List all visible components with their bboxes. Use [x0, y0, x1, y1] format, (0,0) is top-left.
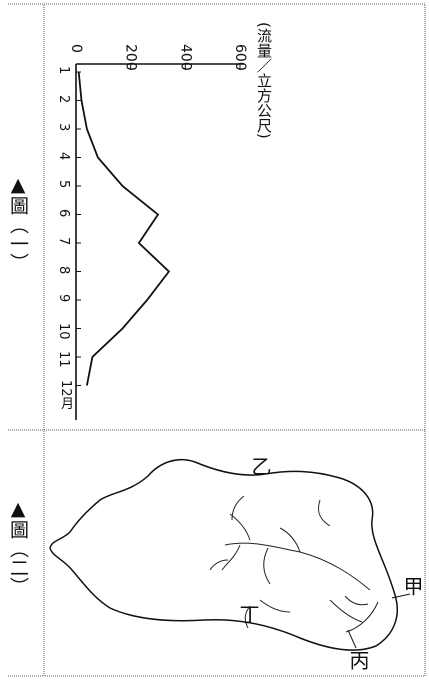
month-tick-label: 12月	[56, 380, 75, 410]
month-tick-label: 8	[56, 266, 71, 274]
month-tick-label: 6	[56, 209, 71, 217]
label-jia: 甲	[398, 576, 427, 596]
river-flow-chart	[76, 64, 244, 420]
figure2-caption: ▲圖（二）	[8, 498, 27, 596]
label-ding: 丁	[234, 604, 263, 624]
month-tick-label: 3	[56, 123, 71, 131]
month-tick-label: 2	[56, 95, 71, 103]
y-axis-title: (流量／立方公尺)	[254, 22, 275, 139]
label-bing: 丙	[344, 650, 373, 670]
outer-border	[44, 4, 425, 676]
month-tick-label: 5	[56, 180, 71, 188]
value-tick-label: 200	[123, 44, 139, 71]
figure1-caption: ▲圖（一）	[8, 174, 27, 272]
river-basin-map	[50, 460, 410, 650]
month-tick-label: 4	[56, 152, 71, 160]
month-tick-label: 1	[56, 66, 71, 74]
label-pointer-bing	[348, 630, 356, 648]
value-tick-label: 0	[68, 44, 84, 53]
label-yi: 乙	[246, 456, 275, 476]
island-outline	[50, 460, 397, 650]
value-tick-label: 600	[232, 44, 248, 71]
value-tick-label: 400	[177, 44, 193, 71]
month-tick-label: 10	[56, 323, 71, 340]
month-tick-label: 11	[56, 351, 71, 368]
month-tick-label: 9	[56, 294, 71, 302]
month-tick-label: 7	[56, 237, 71, 245]
flow-series-line	[79, 72, 169, 386]
